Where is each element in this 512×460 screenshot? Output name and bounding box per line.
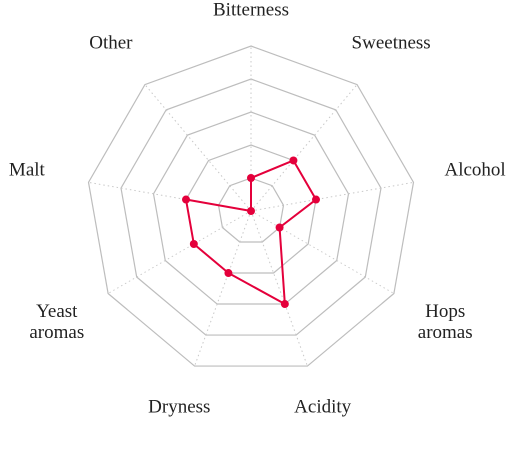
grid-ring (120, 78, 382, 336)
spoke (250, 181, 414, 212)
axis-label: Malt (8, 160, 45, 182)
spoke (107, 210, 252, 294)
grid-ring (87, 45, 415, 367)
axis-label: Other (89, 32, 133, 54)
data-point (247, 174, 255, 182)
axis-label: Yeast aromas (29, 301, 85, 344)
data-point (289, 156, 298, 165)
axis-label: Bitterness (213, 0, 289, 21)
data-line (185, 159, 317, 306)
data-point (311, 195, 320, 204)
data-point (224, 269, 233, 278)
data-point (280, 300, 289, 309)
spoke (250, 210, 395, 294)
spoke (250, 84, 358, 212)
data-point (275, 223, 284, 232)
axis-label: Sweetness (351, 32, 431, 54)
axis-label: Alcohol (444, 160, 506, 182)
data-point (182, 195, 191, 204)
grid-ring (217, 177, 285, 243)
spoke (194, 210, 252, 367)
axis-label: Hops aromas (417, 301, 473, 344)
spoke (144, 84, 252, 212)
axis-label: Acidity (294, 396, 352, 418)
data-point (247, 207, 255, 215)
spoke (250, 210, 308, 367)
axis-label: Dryness (148, 396, 211, 418)
data-point (189, 240, 198, 248)
grid-ring (152, 111, 350, 305)
